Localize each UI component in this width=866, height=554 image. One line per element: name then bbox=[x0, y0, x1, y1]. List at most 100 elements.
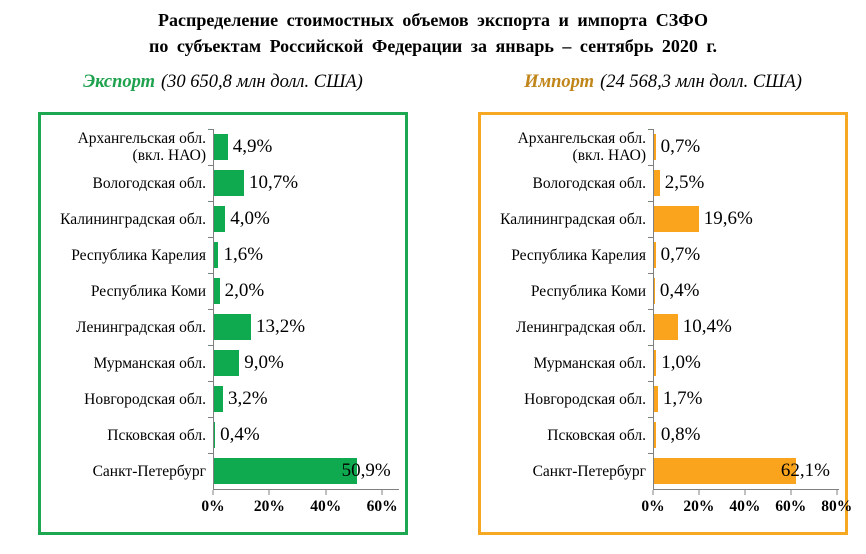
bar bbox=[654, 134, 656, 161]
chart-row: Калининградская обл. 4,0% bbox=[43, 200, 399, 238]
value-label: 2,0% bbox=[224, 280, 265, 302]
category-label: Республика Карелия bbox=[483, 237, 653, 273]
category-label: Псковская обл. bbox=[43, 417, 213, 453]
category-label-line: Калининградская обл. bbox=[500, 210, 646, 228]
plot-cell: 10,7% bbox=[208, 164, 399, 202]
value-label: 10,7% bbox=[248, 172, 299, 194]
axis-tick bbox=[212, 490, 214, 496]
chart-row: Мурманская обл. 1,0% bbox=[483, 344, 839, 382]
category-label: Мурманская обл. bbox=[43, 345, 213, 381]
export-subtitle: Экспорт (30 650,8 млн долл. США) bbox=[38, 72, 408, 93]
bar bbox=[654, 206, 699, 233]
chart-row: Вологодская обл. 10,7% bbox=[43, 164, 399, 202]
chart-row: Псковская обл. 0,8% bbox=[483, 416, 839, 454]
value-label: 62,1% bbox=[780, 460, 830, 482]
chart-title-line2: по субъектам Российской Федерации за янв… bbox=[149, 36, 717, 57]
bar bbox=[654, 278, 655, 305]
import-subtitle: Импорт (24 568,3 млн долл. США) bbox=[478, 72, 848, 93]
axis-tick bbox=[268, 490, 270, 496]
category-label-line: Псковская обл. bbox=[547, 426, 646, 444]
value-label: 0,4% bbox=[220, 424, 260, 446]
value-label: 0,4% bbox=[659, 280, 700, 302]
chart-row: Архангельская обл. (вкл. НАО) 4,9% bbox=[43, 128, 399, 166]
value-label: 3,2% bbox=[227, 388, 268, 410]
category-label: Архангельская обл. (вкл. НАО) bbox=[483, 129, 653, 165]
plot-cell: 10,4% bbox=[648, 308, 839, 346]
import-chart-xaxis: 0% 20% 40% 60% 80% bbox=[641, 489, 852, 532]
chart-row: Псковская обл. 0,4% bbox=[43, 416, 399, 454]
bar bbox=[214, 278, 220, 305]
category-label-line: Мурманская обл. bbox=[93, 354, 206, 372]
value-label: 4,0% bbox=[230, 208, 270, 230]
category-label-line: Республика Карелия bbox=[71, 246, 206, 264]
category-label-line: Новгородская обл. bbox=[84, 390, 206, 408]
plot-cell: 4,0% bbox=[208, 200, 399, 238]
axis-tick-label: 0% bbox=[201, 498, 225, 516]
axis-tick bbox=[744, 490, 746, 496]
axis-tick-label: 60% bbox=[366, 498, 398, 516]
category-label: Республика Карелия bbox=[43, 237, 213, 273]
plot-cell: 2,0% bbox=[208, 272, 399, 310]
category-label: Мурманская обл. bbox=[483, 345, 653, 381]
category-label: Санкт-Петербург bbox=[483, 453, 653, 489]
axis-tick-label: 0% bbox=[641, 498, 665, 516]
chart-title: Распределение стоимостных объемов экспор… bbox=[0, 0, 866, 59]
plot-cell: 2,5% bbox=[648, 164, 839, 202]
category-label: Калининградская обл. bbox=[43, 201, 213, 237]
plot-cell: 9,0% bbox=[208, 344, 399, 382]
chart-row: Вологодская обл. 2,5% bbox=[483, 164, 839, 202]
value-label: 1,0% bbox=[661, 352, 701, 374]
plot-cell: 0,4% bbox=[208, 416, 399, 454]
category-label: Вологодская обл. bbox=[483, 165, 653, 201]
plot-cell: 62,1% bbox=[648, 452, 839, 490]
category-label-line: Республика Карелия bbox=[511, 246, 646, 264]
axis-tick bbox=[325, 490, 327, 496]
value-label: 13,2% bbox=[256, 316, 306, 338]
category-label: Ленинградская обл. bbox=[43, 309, 213, 345]
chart-row: Ленинградская обл. 10,4% bbox=[483, 308, 839, 346]
value-label: 19,6% bbox=[703, 208, 753, 230]
bar bbox=[214, 170, 244, 197]
bar bbox=[654, 350, 657, 377]
chart-row: Ленинградская обл. 13,2% bbox=[43, 308, 399, 346]
chart-row: Республика Коми 2,0% bbox=[43, 272, 399, 310]
bar bbox=[654, 422, 656, 449]
category-label-line: Псковская обл. bbox=[107, 426, 206, 444]
category-label-line: Ленинградская обл. bbox=[516, 318, 646, 336]
bar bbox=[214, 422, 216, 449]
value-label: 0,8% bbox=[660, 424, 701, 446]
export-subtitle-name: Экспорт bbox=[83, 72, 155, 93]
bar bbox=[214, 350, 240, 377]
chart-row: Республика Карелия 1,6% bbox=[43, 236, 399, 274]
category-label: Архангельская обл. (вкл. НАО) bbox=[43, 129, 213, 165]
chart-row: Мурманская обл. 9,0% bbox=[43, 344, 399, 382]
export-chart-rows: Архангельская обл. (вкл. НАО) 4,9% Вологодс… bbox=[43, 128, 399, 490]
axis-tick-label: 20% bbox=[683, 498, 715, 516]
chart-row: Санкт-Петербург 62,1% bbox=[483, 452, 839, 490]
bar bbox=[654, 314, 678, 341]
plot-cell: 50,9% bbox=[208, 452, 399, 490]
axis-tick bbox=[698, 490, 700, 496]
category-label: Санкт-Петербург bbox=[43, 453, 213, 489]
axis-tick-label: 40% bbox=[729, 498, 761, 516]
plot-cell: 1,7% bbox=[648, 380, 839, 418]
chart-row: Республика Карелия 0,7% bbox=[483, 236, 839, 274]
bar bbox=[654, 458, 796, 485]
value-label: 9,0% bbox=[244, 352, 284, 374]
plot-cell: 0,7% bbox=[648, 236, 839, 274]
bar bbox=[654, 242, 656, 269]
category-label-line: Новгородская обл. bbox=[524, 390, 646, 408]
import-subtitle-detail: (24 568,3 млн долл. США) bbox=[600, 72, 802, 93]
export-chart-xaxis: 0% 20% 40% 60% bbox=[201, 489, 399, 532]
plot-cell: 4,9% bbox=[208, 128, 399, 166]
axis-tick-label: 20% bbox=[253, 498, 285, 516]
plot-cell: 19,6% bbox=[648, 200, 839, 238]
bar bbox=[214, 134, 228, 161]
category-label: Калининградская обл. bbox=[483, 201, 653, 237]
category-label-line: Санкт-Петербург bbox=[532, 462, 646, 480]
category-label: Псковская обл. bbox=[483, 417, 653, 453]
category-label-line: Калининградская обл. bbox=[60, 210, 206, 228]
import-subtitle-name: Импорт bbox=[524, 72, 595, 93]
export-subtitle-detail: (30 650,8 млн долл. США) bbox=[161, 72, 363, 93]
